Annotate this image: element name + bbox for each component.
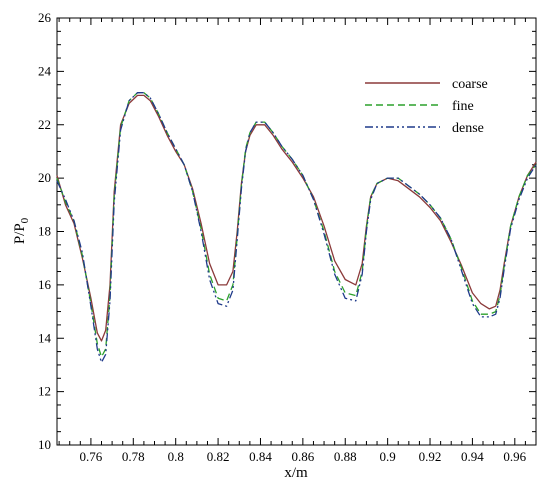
x-tick-label: 0.78 [122, 449, 145, 464]
x-axis-label: x/m [284, 465, 308, 481]
y-tick-label: 14 [38, 330, 52, 345]
y-tick-label: 20 [38, 170, 51, 185]
x-tick-label: 0.86 [291, 449, 314, 464]
x-tick-label: 0.8 [168, 449, 184, 464]
x-tick-label: 0.88 [334, 449, 357, 464]
x-tick-label: 0.96 [503, 449, 526, 464]
series-line-dense [56, 92, 537, 363]
y-axis-label-main: P/P [12, 223, 28, 244]
x-tick-label: 0.76 [80, 449, 103, 464]
y-tick-label: 22 [38, 117, 51, 132]
series-line-fine [56, 92, 537, 358]
y-tick-label: 26 [38, 10, 52, 25]
y-axis-label-sub: 0 [19, 217, 31, 223]
legend-label-dense: dense [452, 121, 484, 136]
series-lines [56, 92, 537, 363]
x-tick-label: 0.92 [419, 449, 442, 464]
svg-text:P/P0: P/P0 [12, 217, 31, 244]
y-axis-label: P/P0 [12, 217, 31, 244]
x-tick-label: 0.9 [380, 449, 396, 464]
y-tick-label: 18 [38, 224, 51, 239]
y-tick-label: 16 [38, 277, 52, 292]
y-tick-label: 12 [38, 384, 51, 399]
legend: coarse fine dense [365, 77, 488, 136]
y-tick-label: 10 [38, 437, 51, 452]
legend-label-fine: fine [452, 99, 474, 114]
axis-ticks: 0.76 0.78 0.8 0.82 0.84 0.86 0.88 0.9 0.92 0.94 0.… [38, 10, 537, 464]
x-tick-label: 0.94 [461, 449, 484, 464]
x-tick-label: 0.82 [207, 449, 230, 464]
x-tick-label: 0.84 [249, 449, 272, 464]
y-tick-label: 24 [38, 63, 52, 78]
legend-label-coarse: coarse [452, 77, 488, 92]
